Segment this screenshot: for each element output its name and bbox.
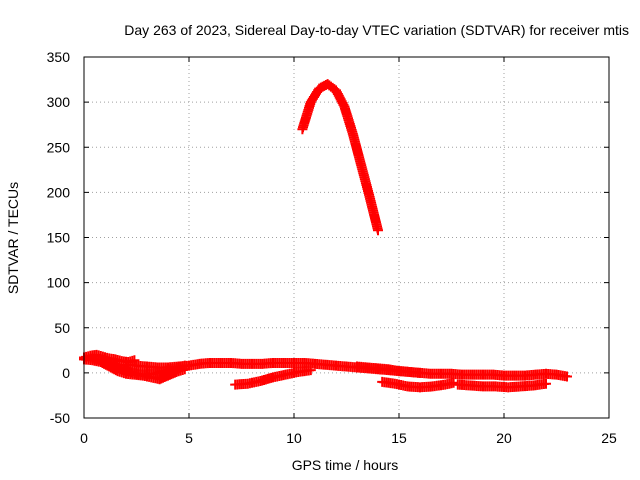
data-point (305, 365, 316, 376)
x-tick-label: 25 (601, 430, 617, 446)
x-tick-label: 15 (391, 430, 407, 446)
x-tick-label: 20 (496, 430, 512, 446)
series-arc-6 (297, 79, 383, 236)
y-tick-label: 200 (47, 184, 71, 200)
data-point (562, 371, 572, 382)
y-tick-label: 350 (47, 49, 71, 65)
ticks-layer: 0 5 10 15 20 25 -50 0 50 100 150 200 250 300 350 (47, 49, 617, 446)
grid-layer (84, 57, 609, 418)
x-tick-label: 5 (185, 430, 193, 446)
x-tick-label: 0 (80, 430, 88, 446)
y-tick-label: 250 (47, 139, 71, 155)
series-arc-5 (230, 365, 316, 390)
y-tick-label: 50 (54, 320, 70, 336)
y-axis-label: SDTVAR / TECUs (5, 182, 21, 294)
series-layer (79, 79, 572, 393)
series-arc-9 (452, 378, 551, 393)
data-point (373, 225, 383, 236)
x-tick-label: 10 (286, 430, 302, 446)
series-arc-7 (352, 361, 572, 382)
y-tick-label: 300 (47, 94, 71, 110)
y-tick-label: 100 (47, 275, 71, 291)
chart-title: Day 263 of 2023, Sidereal Day-to-day VTE… (124, 22, 629, 38)
y-tick-label: -50 (50, 410, 70, 426)
y-tick-label: 150 (47, 230, 71, 246)
data-point (541, 378, 551, 389)
x-axis-label: GPS time / hours (292, 457, 399, 473)
y-tick-label: 0 (62, 365, 70, 381)
